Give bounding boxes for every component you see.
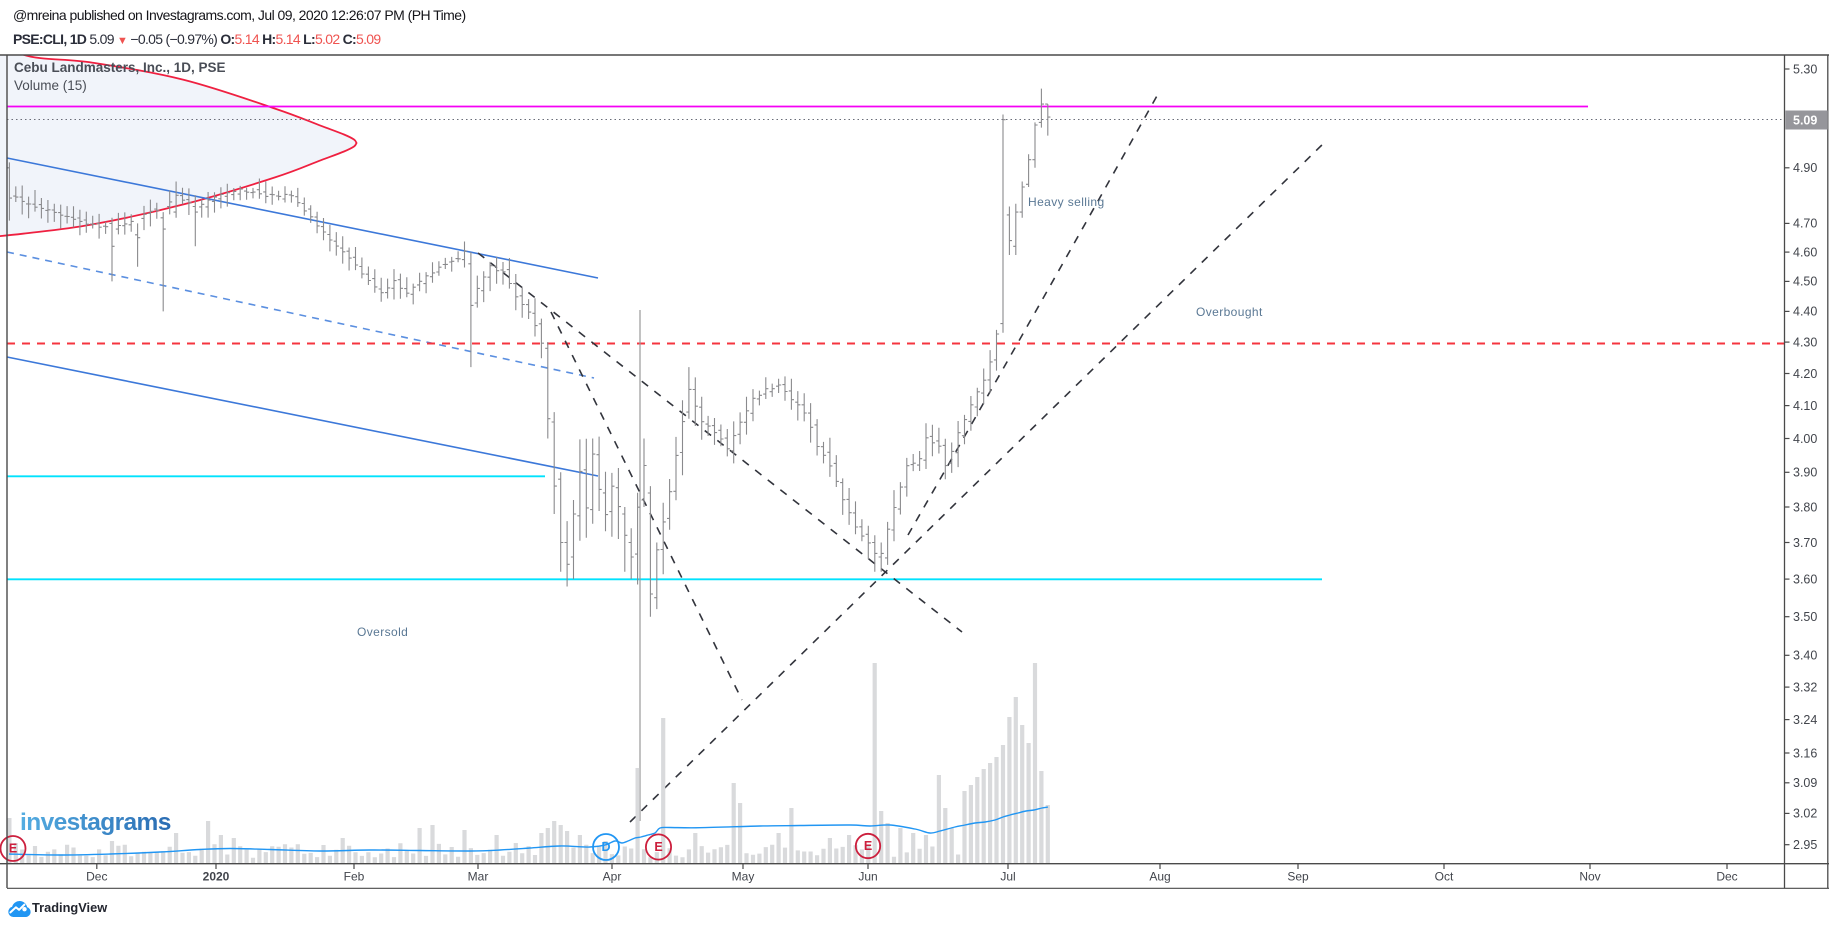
svg-text:@mreina published on Investagr: @mreina published on Investagrams.com, J… [13, 7, 466, 23]
svg-text:3.09: 3.09 [1793, 776, 1817, 790]
svg-text:3.40: 3.40 [1793, 649, 1817, 663]
svg-text:PSE:CLI, 1D 5.09 ▼ −0.05 (−0.: PSE:CLI, 1D 5.09 ▼ −0.05 (−0.97%) O:5.14… [13, 31, 381, 47]
svg-text:3.50: 3.50 [1793, 610, 1817, 624]
svg-text:Sep: Sep [1287, 870, 1309, 884]
svg-text:Volume (15): Volume (15) [14, 78, 87, 93]
svg-text:4.00: 4.00 [1793, 432, 1817, 446]
svg-text:Aug: Aug [1149, 870, 1170, 884]
svg-text:Jul: Jul [1000, 870, 1015, 884]
svg-text:3.90: 3.90 [1793, 466, 1817, 480]
svg-text:2.95: 2.95 [1793, 838, 1817, 852]
svg-text:Feb: Feb [344, 870, 365, 884]
svg-text:4.30: 4.30 [1793, 335, 1817, 349]
svg-text:Jun: Jun [858, 870, 877, 884]
svg-text:3.02: 3.02 [1793, 807, 1817, 821]
svg-text:4.70: 4.70 [1793, 217, 1817, 231]
svg-text:E: E [9, 842, 17, 856]
svg-text:4.50: 4.50 [1793, 275, 1817, 289]
svg-text:2020: 2020 [203, 870, 230, 884]
svg-text:5.30: 5.30 [1793, 62, 1817, 76]
svg-text:TradingView: TradingView [32, 900, 107, 915]
svg-text:4.60: 4.60 [1793, 245, 1817, 259]
svg-text:5.09: 5.09 [1793, 113, 1817, 127]
svg-text:3.24: 3.24 [1793, 713, 1817, 727]
svg-text:4.90: 4.90 [1793, 161, 1817, 175]
svg-text:3.32: 3.32 [1793, 680, 1817, 694]
svg-text:Nov: Nov [1579, 870, 1600, 884]
svg-text:E: E [864, 839, 872, 853]
svg-text:3.80: 3.80 [1793, 500, 1817, 514]
svg-text:E: E [654, 840, 662, 854]
svg-text:Dec: Dec [1716, 870, 1737, 884]
svg-text:3.70: 3.70 [1793, 536, 1817, 550]
svg-text:Oct: Oct [1435, 870, 1454, 884]
svg-text:4.40: 4.40 [1793, 305, 1817, 319]
svg-text:3.60: 3.60 [1793, 572, 1817, 586]
svg-text:Apr: Apr [603, 870, 622, 884]
svg-text:3.16: 3.16 [1793, 746, 1817, 760]
svg-text:Heavy selling: Heavy selling [1028, 195, 1105, 209]
svg-text:4.20: 4.20 [1793, 367, 1817, 381]
svg-text:Oversold: Oversold [357, 625, 408, 639]
svg-text:Overbought: Overbought [1196, 305, 1263, 319]
svg-text:D: D [601, 840, 610, 854]
svg-text:Cebu Landmasters, Inc., 1D, PS: Cebu Landmasters, Inc., 1D, PSE [14, 60, 226, 75]
svg-text:May: May [732, 870, 755, 884]
svg-text:investagrams: investagrams [20, 809, 171, 836]
svg-text:Mar: Mar [468, 870, 489, 884]
svg-text:Dec: Dec [86, 870, 107, 884]
svg-text:4.10: 4.10 [1793, 399, 1817, 413]
